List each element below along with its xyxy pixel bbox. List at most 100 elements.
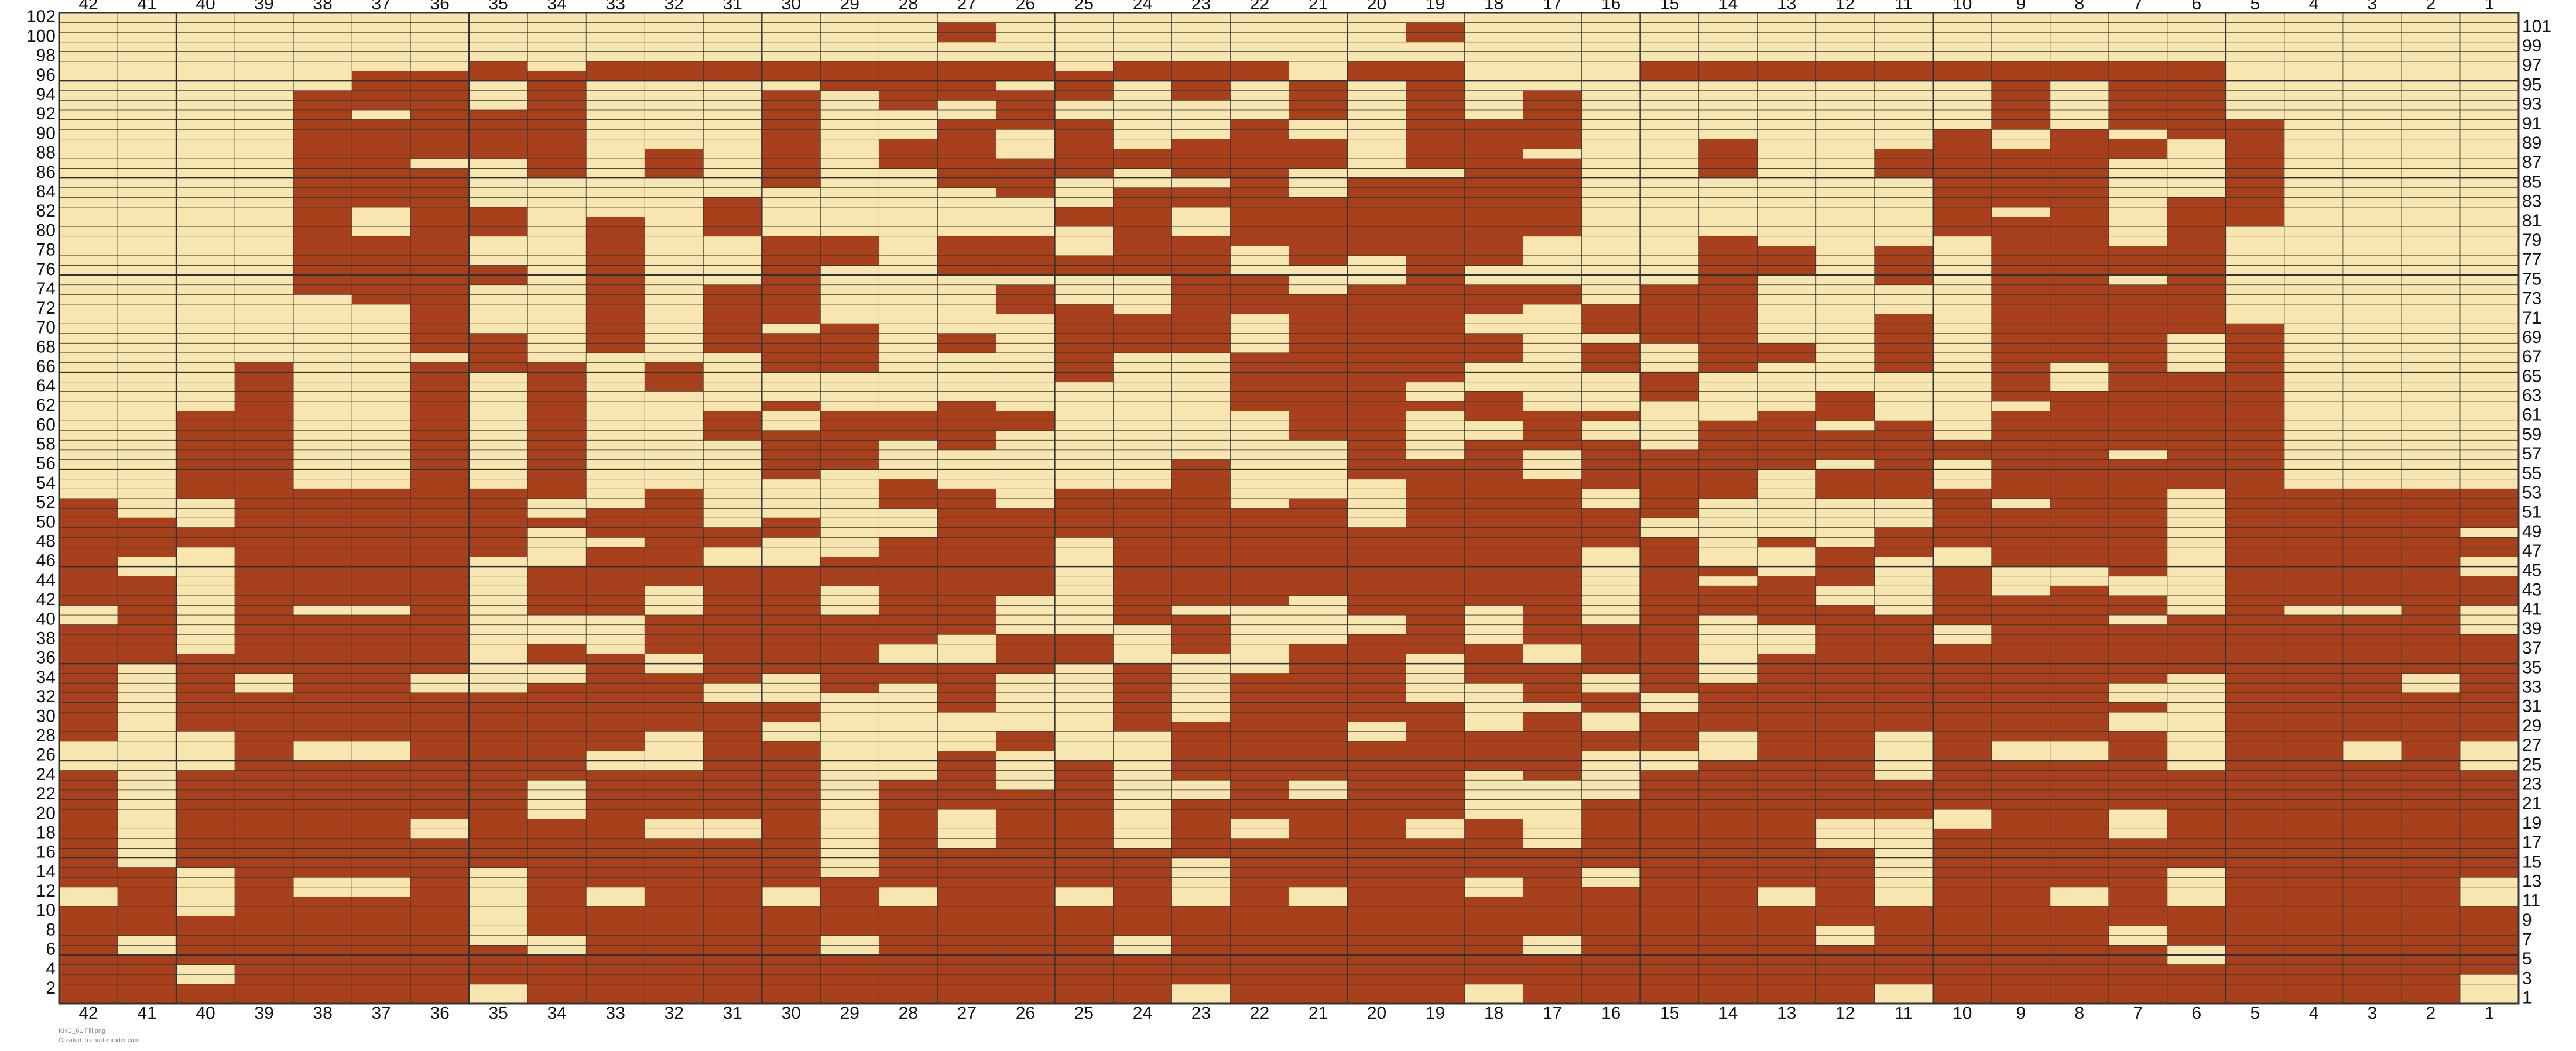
row-label-right: 41 (2522, 600, 2541, 619)
dark-stitches (762, 401, 821, 411)
dark-stitches (1171, 459, 1231, 606)
column-label-top: 11 (1895, 0, 1913, 13)
dark-stitches (1874, 149, 1933, 178)
row-label-right: 37 (2522, 638, 2541, 658)
row-label-right: 55 (2522, 463, 2541, 483)
column-label-bottom: 17 (1543, 1004, 1562, 1023)
column-label-top: 1 (2485, 0, 2495, 13)
column-label-bottom: 16 (1601, 1004, 1621, 1023)
column-label-bottom: 20 (1367, 1004, 1386, 1023)
column-label-top: 10 (1952, 0, 1972, 13)
row-label-left: 54 (36, 473, 56, 493)
column-label-top: 41 (137, 0, 156, 13)
column-label-top: 27 (957, 0, 977, 13)
dark-stitches (1289, 197, 1348, 266)
column-label-top: 22 (1250, 0, 1269, 13)
row-label-left: 84 (36, 182, 56, 201)
row-label-right: 13 (2522, 871, 2541, 891)
column-label-top: 21 (1308, 0, 1328, 13)
row-label-left: 62 (36, 396, 56, 415)
dark-stitches (1406, 838, 1465, 1004)
row-label-left: 14 (36, 862, 56, 881)
row-label-right: 53 (2522, 483, 2541, 503)
dark-stitches (1230, 673, 1289, 819)
dark-stitches (1113, 664, 1172, 732)
dark-stitches (762, 566, 821, 674)
dark-stitches (1230, 119, 1289, 246)
dark-stitches (118, 576, 177, 664)
row-label-right: 11 (2522, 891, 2540, 911)
dark-stitches (527, 71, 587, 178)
row-label-left: 36 (36, 648, 56, 668)
dark-stitches (879, 479, 938, 509)
dark-stitches (820, 236, 879, 266)
dark-stitches (820, 955, 879, 1004)
row-label-right: 5 (2522, 949, 2532, 968)
column-label-top: 18 (1484, 0, 1503, 13)
row-label-right: 63 (2522, 386, 2541, 406)
row-label-right: 75 (2522, 269, 2541, 288)
row-label-left: 12 (36, 881, 56, 901)
column-label-top: 7 (2133, 0, 2143, 13)
row-label-left: 66 (36, 357, 56, 376)
dark-stitches (820, 61, 879, 91)
row-label-left: 68 (36, 338, 56, 357)
row-label-left: 52 (36, 493, 56, 512)
column-label-top: 40 (196, 0, 215, 13)
row-label-right: 15 (2522, 852, 2541, 871)
row-label-left: 16 (36, 843, 56, 862)
column-label-bottom: 18 (1484, 1004, 1503, 1023)
column-label-top: 17 (1543, 0, 1562, 13)
dark-stitches (1054, 761, 1114, 887)
row-label-left: 38 (36, 628, 56, 648)
column-label-top: 36 (430, 0, 449, 13)
row-label-left: 26 (36, 746, 56, 765)
row-label-right: 73 (2522, 289, 2541, 308)
dark-stitches (996, 284, 1055, 314)
column-label-top: 39 (254, 0, 273, 13)
dark-stitches (1581, 624, 1640, 674)
dark-stitches (118, 867, 177, 936)
row-label-right: 61 (2522, 406, 2541, 425)
dark-stitches (1054, 304, 1114, 334)
row-label-left: 10 (36, 901, 56, 920)
column-label-bottom: 31 (723, 1004, 742, 1023)
column-label-bottom: 26 (1016, 1004, 1035, 1023)
column-label-top: 8 (2074, 0, 2084, 13)
dark-stitches (586, 508, 645, 538)
column-label-bottom: 40 (196, 1004, 215, 1023)
column-label-top: 32 (664, 0, 684, 13)
dark-stitches (820, 324, 879, 373)
row-label-right: 35 (2522, 658, 2541, 677)
dark-stitches (937, 401, 996, 450)
row-label-left: 76 (36, 260, 56, 279)
dark-stitches (1230, 838, 1289, 1004)
dark-stitches (1464, 897, 1523, 984)
row-label-left: 2 (46, 978, 56, 998)
dark-stitches (2225, 119, 2284, 227)
column-label-top: 29 (840, 0, 859, 13)
dark-stitches (1757, 537, 1816, 547)
dark-stitches (469, 109, 528, 159)
dark-stitches (1815, 391, 1875, 421)
dark-stitches (352, 615, 411, 741)
dark-stitches (1464, 284, 1523, 314)
row-label-right: 101 (2522, 17, 2551, 36)
dark-stitches (1698, 566, 1758, 576)
dark-stitches (2401, 489, 2460, 674)
column-label-top: 12 (1835, 0, 1855, 13)
column-label-top: 33 (606, 0, 625, 13)
column-label-bottom: 22 (1250, 1004, 1269, 1023)
column-label-top: 34 (547, 0, 567, 13)
row-label-right: 19 (2522, 813, 2541, 833)
row-label-right: 93 (2522, 95, 2541, 114)
row-label-left: 34 (36, 668, 56, 687)
column-label-bottom: 25 (1074, 1004, 1094, 1023)
column-label-bottom: 21 (1308, 1004, 1328, 1023)
column-label-top: 31 (723, 0, 742, 13)
row-label-right: 83 (2522, 192, 2541, 211)
row-label-left: 42 (36, 590, 56, 609)
row-label-left: 40 (36, 609, 56, 628)
dark-stitches (762, 430, 821, 479)
column-label-top: 20 (1367, 0, 1386, 13)
